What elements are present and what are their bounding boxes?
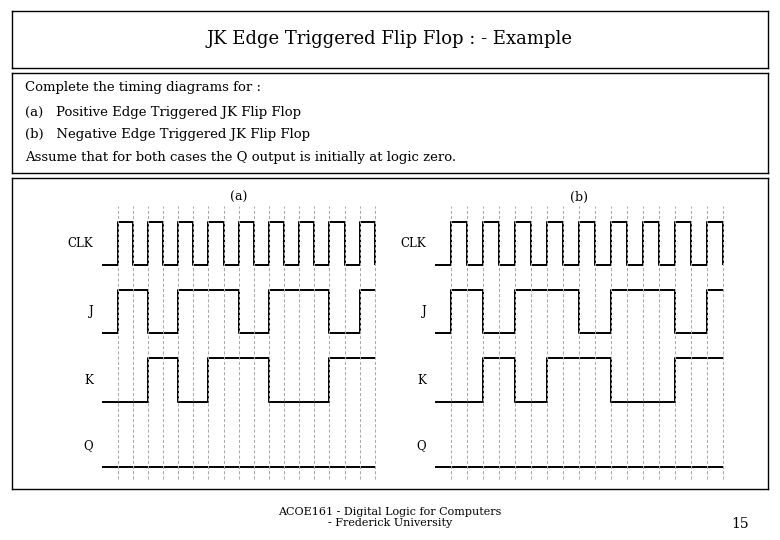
Text: Assume that for both cases the Q output is initially at logic zero.: Assume that for both cases the Q output … — [25, 151, 456, 164]
Text: (a)   Positive Edge Triggered JK Flip Flop: (a) Positive Edge Triggered JK Flip Flop — [25, 106, 301, 119]
Text: ACOE161 - Digital Logic for Computers
- Frederick University: ACOE161 - Digital Logic for Computers - … — [278, 507, 502, 528]
Text: J: J — [89, 305, 94, 318]
Text: CLK: CLK — [68, 237, 94, 250]
Text: K: K — [417, 374, 427, 387]
Text: Complete the timing diagrams for :: Complete the timing diagrams for : — [25, 82, 261, 94]
Text: Q: Q — [83, 438, 94, 452]
Text: JK Edge Triggered Flip Flop : - Example: JK Edge Triggered Flip Flop : - Example — [207, 30, 573, 48]
Text: K: K — [84, 374, 94, 387]
Text: 15: 15 — [731, 517, 749, 531]
Text: (a): (a) — [230, 191, 247, 204]
Text: Q: Q — [417, 438, 427, 452]
Text: J: J — [421, 305, 427, 318]
Text: (b)   Negative Edge Triggered JK Flip Flop: (b) Negative Edge Triggered JK Flip Flop — [25, 129, 310, 141]
Text: (b): (b) — [570, 191, 588, 204]
Text: CLK: CLK — [401, 237, 427, 250]
